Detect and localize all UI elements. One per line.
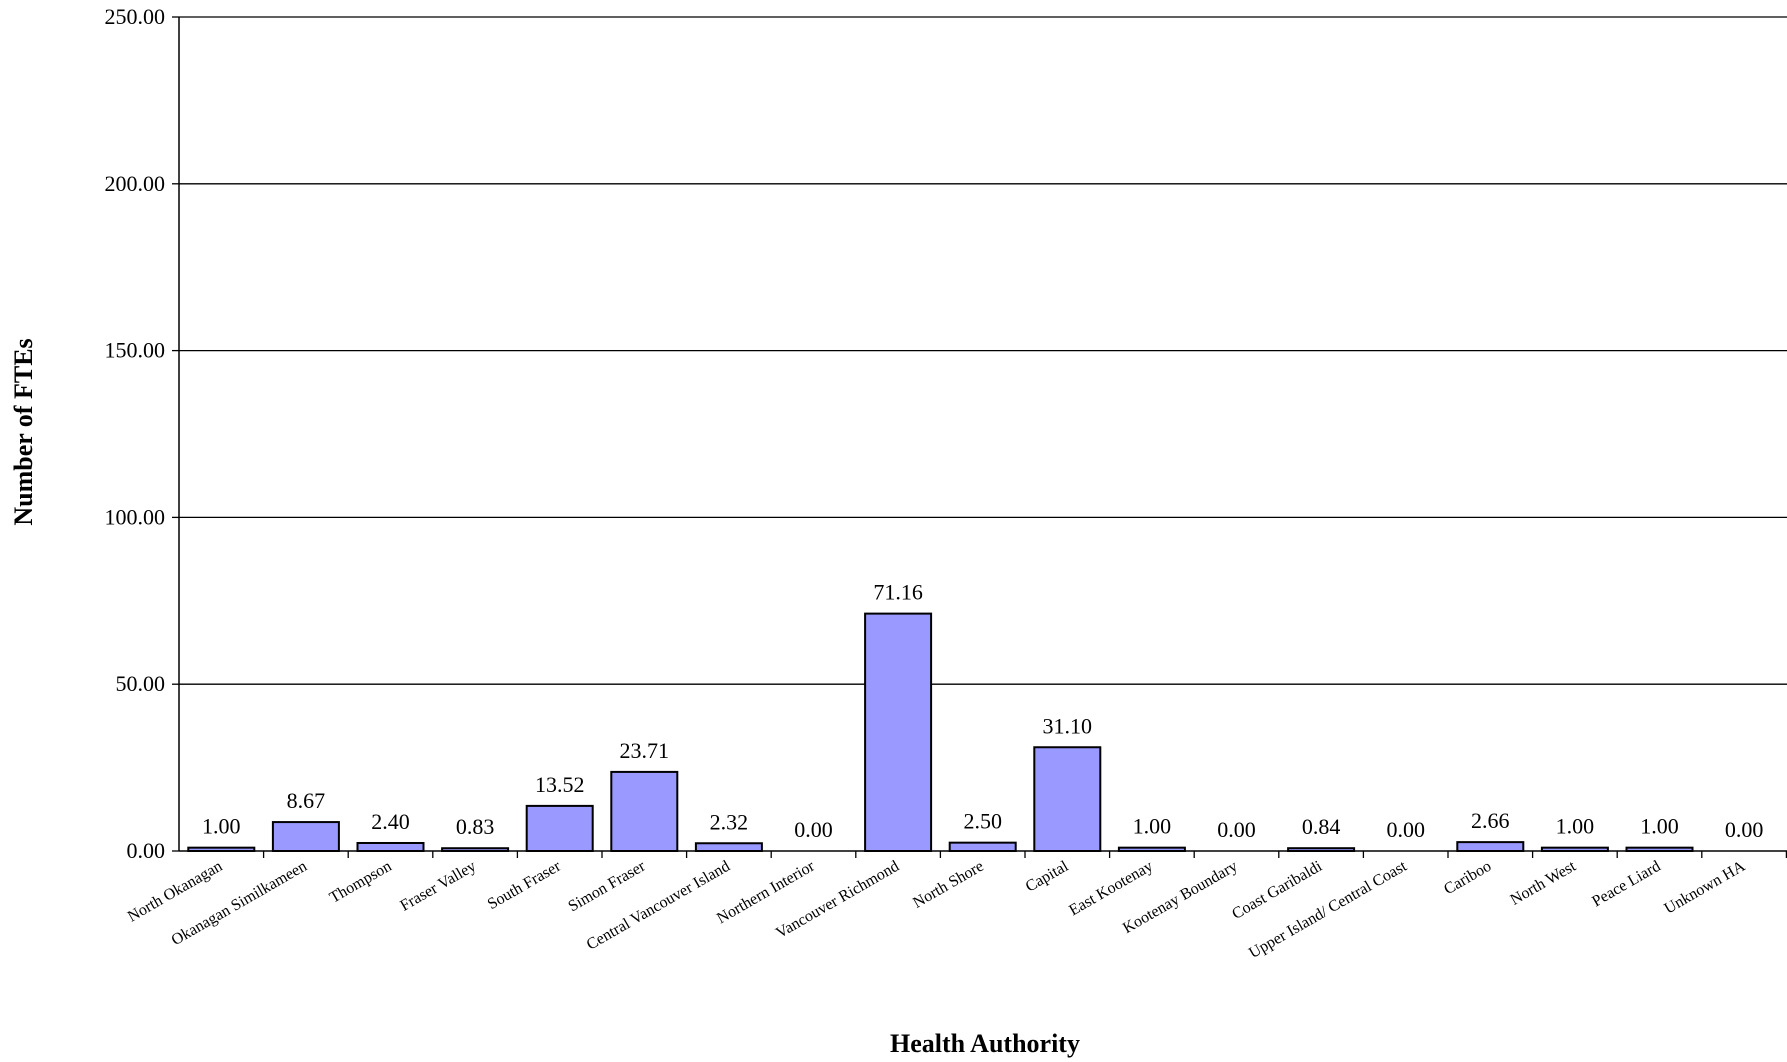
x-tick-label: Fraser Valley [397,858,479,915]
data-label: 13.52 [535,772,585,797]
y-tick-label: 150.00 [105,338,166,363]
data-label: 1.00 [1640,814,1679,839]
bar [356,841,425,852]
data-label: 2.66 [1471,808,1510,833]
x-tick-label: Upper Island/ Central Coast [1246,857,1410,962]
axes [172,16,1787,858]
x-tick-label: Capital [1023,857,1072,895]
x-axis-title: Health Authority [890,1029,1080,1058]
bar [864,612,933,852]
data-label: 2.32 [710,809,749,834]
y-tick-label: 50.00 [116,671,166,696]
gridlines [179,16,1787,685]
y-axis-title: Number of FTEs [9,338,38,525]
labels: 0.00 50.00 100.00 150.00 200.00 250.00 1.00 Nor… [105,4,1764,962]
y-tick-label: 0.00 [127,838,166,863]
bar [1033,746,1102,853]
bar [694,842,763,853]
x-tick-label: Central Vancouver Island [584,858,733,954]
data-label: 0.84 [1302,814,1341,839]
data-label: 2.50 [963,809,1002,834]
bar [610,770,679,852]
x-tick-label: South Fraser [485,857,565,913]
x-tick-label: Thompson [327,858,395,907]
x-tick-label: North Shore [910,858,987,912]
x-tick-label: North West [1507,857,1579,908]
data-label: 1.00 [202,814,241,839]
x-tick-label: Okanagan Similkameen [169,858,310,949]
bars [187,612,1694,853]
data-label: 8.67 [287,788,326,813]
data-label: 1.00 [1556,814,1595,839]
x-tick-label: Cariboo [1441,858,1494,898]
data-label: 0.00 [794,817,833,842]
data-label: 0.83 [456,814,495,839]
data-label: 71.16 [873,580,923,605]
bar [948,841,1017,852]
data-label: 0.00 [1725,817,1764,842]
x-tick-label: Simon Fraser [566,857,649,915]
data-label: 23.71 [620,738,670,763]
data-label: 0.00 [1217,817,1256,842]
y-tick-label: 250.00 [105,4,166,29]
y-tick-label: 100.00 [105,504,166,529]
data-label: 31.10 [1043,713,1093,738]
data-label: 2.40 [371,809,410,834]
x-tick-label: Peace Liard [1589,858,1663,911]
bar [271,821,340,853]
x-tick-label: Unknown HA [1661,858,1748,918]
data-label: 0.00 [1386,817,1425,842]
data-label: 1.00 [1133,814,1172,839]
bar [525,804,594,852]
y-tick-label: 200.00 [105,171,166,196]
bar [1456,841,1525,852]
